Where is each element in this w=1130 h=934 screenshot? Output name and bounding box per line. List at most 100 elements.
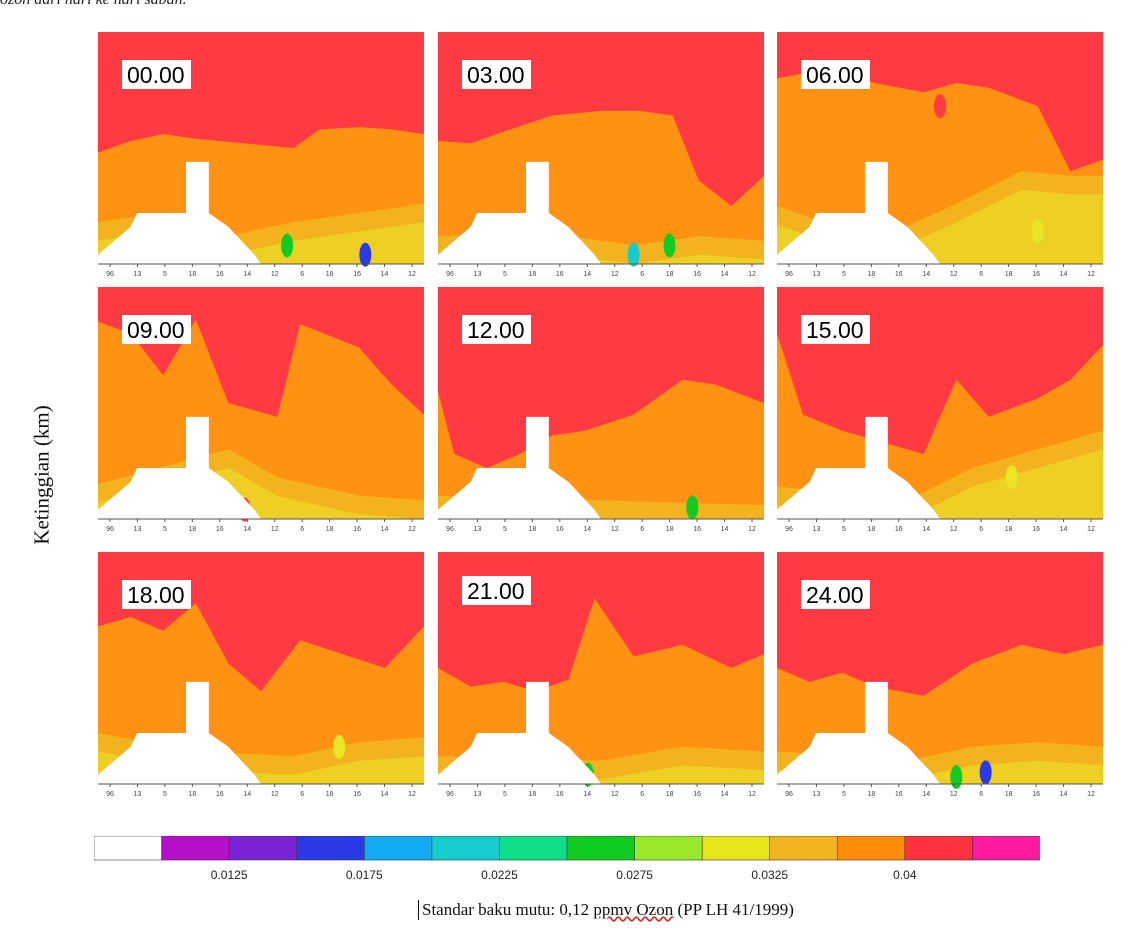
colorbar-segment [431,836,501,861]
x-tick-label: 16 [556,271,564,278]
x-tick-label: 16 [1032,526,1040,533]
x-tick-label: 12 [1087,526,1095,533]
terrain-profile [777,416,940,519]
x-tick-label: 12 [611,271,619,278]
x-tick-label: 14 [721,526,729,533]
x-tick-label: 13 [474,271,482,278]
x-tick-label: 5 [842,271,846,278]
x-tick-label: 6 [640,526,644,533]
colorbar-segment [972,836,1040,861]
x-tick-label: 6 [300,271,304,278]
x-tick-label: 18 [1005,791,1013,798]
contour-spot-blue [979,760,992,785]
x-tick-label: 12 [1087,271,1095,278]
x-tick-label: 16 [895,526,903,533]
x-tick-label: 12 [271,271,279,278]
x-tick-label: 16 [1032,791,1040,798]
contour-spot-yellow [1005,465,1018,490]
x-tick-label: 18 [188,271,196,278]
panel-time-label: 09.00 [122,315,191,344]
contour-spot-green [950,765,963,790]
x-tick-label: 12 [950,791,958,798]
colorbar-tick-label: 0.0125 [210,868,248,882]
colorbar-segment [499,836,568,861]
x-tick-label: 14 [381,791,389,798]
terrain-profile [98,161,261,264]
terrain-profile [777,161,940,264]
x-tick-label: 5 [503,271,507,278]
x-tick-label: 14 [1060,271,1068,278]
colorbar-segment [296,836,366,861]
x-tick-label: 16 [693,791,701,798]
x-tick-label: 14 [583,526,591,533]
x-tick-label: 12 [748,271,756,278]
x-tick-label: 96 [446,791,454,798]
ozone-panel-03.00: 96 13 5 18 16 14 12 6 18 16 14 12 03.00 [438,32,764,278]
x-tick-label: 13 [813,791,821,798]
x-tick-label: 14 [1060,791,1068,798]
x-tick-label: 14 [721,271,729,278]
footnote-unit: ppmv Ozon [593,900,674,919]
x-tick-label: 12 [611,791,619,798]
x-tick-label: 13 [134,271,142,278]
panel-time-label: 15.00 [801,315,870,344]
ozone-panel-09.00: 96 13 5 18 16 14 12 6 18 16 14 12 09.00 [98,287,424,533]
x-tick-label: 5 [842,526,846,533]
x-tick-label: 96 [106,271,114,278]
terrain-profile [98,681,261,784]
contour-spot-blue [359,242,372,267]
x-tick-label: 5 [503,791,507,798]
ozone-panel-06.00: 96 13 5 18 16 14 12 6 18 16 14 12 06.00 [777,32,1103,278]
x-tick-label: 13 [813,526,821,533]
ozone-panel-18.00: 96 13 5 18 16 14 12 6 18 16 14 12 18.00 [98,552,424,798]
x-tick-label: 6 [979,526,983,533]
colorbar-tick-label: 0.0175 [345,868,383,882]
x-tick-label: 14 [243,791,251,798]
terrain-profile [98,416,261,519]
x-tick-label: 12 [408,526,416,533]
x-tick-label: 18 [1005,271,1013,278]
terrain-profile [777,681,940,784]
x-tick-label: 16 [895,271,903,278]
x-tick-label: 18 [666,791,674,798]
panel-plot: 96 13 5 18 16 14 12 6 18 16 14 12 [438,32,764,278]
x-tick-label: 14 [583,791,591,798]
x-tick-label: 16 [556,526,564,533]
x-tick-label: 13 [134,791,142,798]
x-tick-label: 12 [271,526,279,533]
x-tick-label: 18 [528,791,536,798]
colorbar-segment [701,836,771,861]
x-tick-label: 14 [922,526,930,533]
x-tick-label: 16 [216,271,224,278]
x-tick-label: 18 [528,271,536,278]
footnote-suffix: (PP LH 41/1999) [673,900,794,919]
terrain-profile [438,161,601,264]
x-tick-label: 6 [640,791,644,798]
x-tick-label: 6 [979,791,983,798]
x-tick-label: 12 [408,791,416,798]
panel-plot: 96 13 5 18 16 14 12 6 18 16 14 12 [777,552,1103,798]
x-tick-label: 16 [216,526,224,533]
x-tick-label: 18 [326,526,334,533]
contour-spot-yellow [333,734,346,759]
x-tick-label: 16 [353,526,361,533]
x-tick-label: 14 [243,526,251,533]
colorbar-tick-label: 0.0225 [481,868,518,882]
x-tick-label: 13 [134,526,142,533]
x-tick-label: 12 [408,271,416,278]
colorbar-segment [769,836,839,861]
x-tick-label: 12 [950,271,958,278]
x-tick-label: 14 [1060,526,1068,533]
contour-spot-green [686,495,699,520]
y-axis-label: Ketinggian (km) [29,405,54,545]
contour-spot-green [281,233,294,258]
x-tick-label: 5 [163,271,167,278]
panel-plot: 96 13 5 18 16 14 12 6 18 16 14 12 [98,287,424,533]
x-tick-label: 14 [922,271,930,278]
colorbar-segment [566,836,636,861]
x-tick-label: 6 [300,791,304,798]
colorbar-segment [904,836,974,861]
x-tick-label: 14 [721,791,729,798]
colorbar [94,836,1040,861]
x-tick-label: 14 [381,526,389,533]
